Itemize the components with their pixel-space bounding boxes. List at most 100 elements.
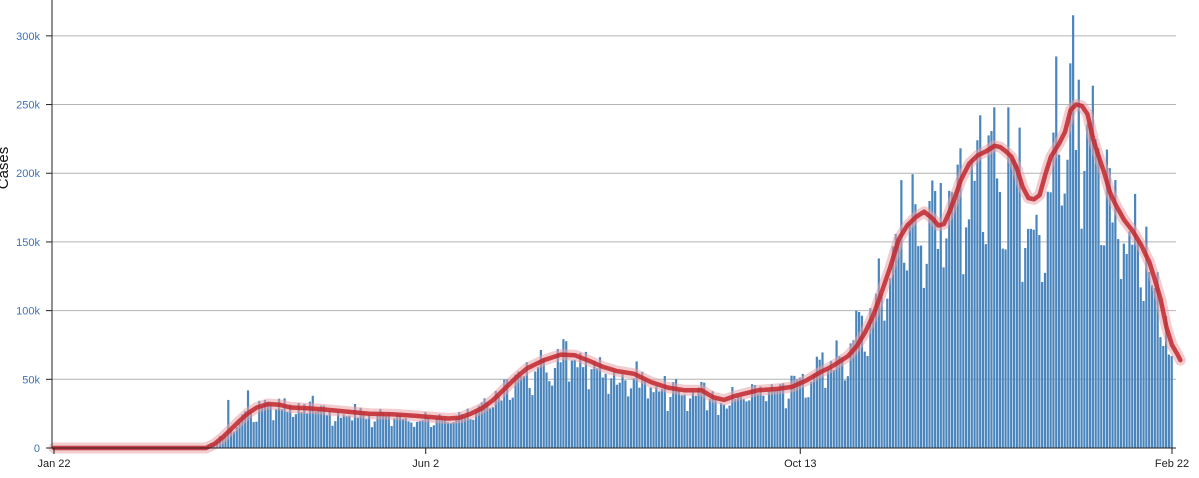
case-bar xyxy=(376,415,379,448)
case-bar xyxy=(618,382,621,448)
x-tick-label: Feb 22 xyxy=(1155,458,1189,470)
case-bar xyxy=(1145,226,1148,448)
case-bar xyxy=(565,341,568,448)
case-bar xyxy=(463,416,466,448)
case-bar xyxy=(415,421,419,448)
daily-case-bars xyxy=(196,15,1173,449)
case-bar xyxy=(812,373,816,448)
case-bar xyxy=(379,408,382,448)
case-bar xyxy=(596,368,599,448)
case-bar xyxy=(598,357,602,448)
case-bar xyxy=(669,397,672,448)
case-bar xyxy=(936,249,940,448)
case-bar xyxy=(1026,228,1030,448)
case-bar xyxy=(387,412,390,448)
case-bar xyxy=(773,389,776,448)
case-bar xyxy=(455,416,458,448)
case-bar xyxy=(745,401,748,448)
case-bar xyxy=(860,315,864,448)
case-bar xyxy=(849,343,852,448)
case-bar xyxy=(948,190,951,448)
case-bar xyxy=(720,402,723,448)
case-bar xyxy=(835,340,838,448)
case-bar xyxy=(897,239,900,448)
case-bar xyxy=(398,414,402,448)
case-bar xyxy=(582,367,585,448)
case-bar xyxy=(232,431,236,448)
case-bar xyxy=(373,421,376,448)
moving-average-line xyxy=(48,99,1186,454)
case-bar xyxy=(638,387,641,448)
case-bar xyxy=(652,392,655,448)
case-bar xyxy=(796,379,799,448)
case-bar xyxy=(804,397,807,448)
case-bar xyxy=(911,174,914,448)
case-bar xyxy=(894,233,897,448)
case-bar xyxy=(683,394,686,448)
case-bar xyxy=(790,375,793,448)
case-bar xyxy=(843,380,847,448)
case-bar xyxy=(874,293,878,448)
case-bar xyxy=(1133,193,1137,448)
case-bar xyxy=(418,420,421,448)
case-bar xyxy=(1142,300,1145,448)
case-bar xyxy=(244,411,247,448)
case-bar xyxy=(1012,159,1016,448)
case-bar xyxy=(888,278,892,448)
case-bar xyxy=(1139,287,1142,448)
case-bar xyxy=(1100,245,1103,448)
case-bar xyxy=(393,418,396,448)
case-bar xyxy=(956,164,959,448)
case-bar xyxy=(238,423,241,448)
case-bar xyxy=(348,415,351,448)
case-bar xyxy=(767,391,771,448)
case-bar xyxy=(1046,191,1049,448)
case-bar xyxy=(438,414,441,448)
case-bar xyxy=(590,369,593,448)
case-bar xyxy=(407,421,410,448)
case-bar xyxy=(466,408,469,448)
case-bar xyxy=(855,310,858,448)
case-bar xyxy=(297,402,300,448)
case-bar xyxy=(950,192,954,448)
case-bar xyxy=(801,373,804,448)
case-bar xyxy=(1091,85,1094,448)
case-bar xyxy=(928,201,931,448)
case-bar xyxy=(1072,15,1075,449)
case-bar xyxy=(1001,248,1004,448)
case-bar xyxy=(967,219,971,448)
case-bar xyxy=(703,382,706,448)
case-bar xyxy=(452,422,455,448)
x-tick-label: Jan 22 xyxy=(37,458,70,470)
case-bar xyxy=(404,418,407,448)
case-bar xyxy=(1088,121,1092,449)
case-bar xyxy=(227,399,230,448)
case-bar xyxy=(939,182,942,448)
case-bar xyxy=(1018,127,1021,449)
case-bar xyxy=(1128,231,1131,448)
case-bar xyxy=(311,395,314,448)
case-bar xyxy=(666,410,669,448)
case-bar xyxy=(1043,272,1047,448)
case-bar xyxy=(337,412,340,448)
case-bar xyxy=(725,408,728,448)
case-bar xyxy=(235,426,238,448)
case-bar xyxy=(548,381,551,448)
case-bar xyxy=(858,312,861,448)
case-bar xyxy=(728,405,731,448)
case-bar xyxy=(275,409,278,448)
case-bar xyxy=(942,267,945,448)
axes xyxy=(51,0,1176,449)
case-bar xyxy=(663,376,666,448)
case-bar xyxy=(370,427,374,448)
case-bar xyxy=(294,414,297,448)
case-bar xyxy=(677,389,680,448)
case-bar xyxy=(1086,124,1089,448)
case-bar xyxy=(1170,356,1173,448)
case-bar xyxy=(382,412,385,448)
case-bar xyxy=(401,418,405,448)
case-bar xyxy=(1055,56,1058,448)
case-bar xyxy=(863,351,866,448)
case-bar xyxy=(945,238,948,448)
